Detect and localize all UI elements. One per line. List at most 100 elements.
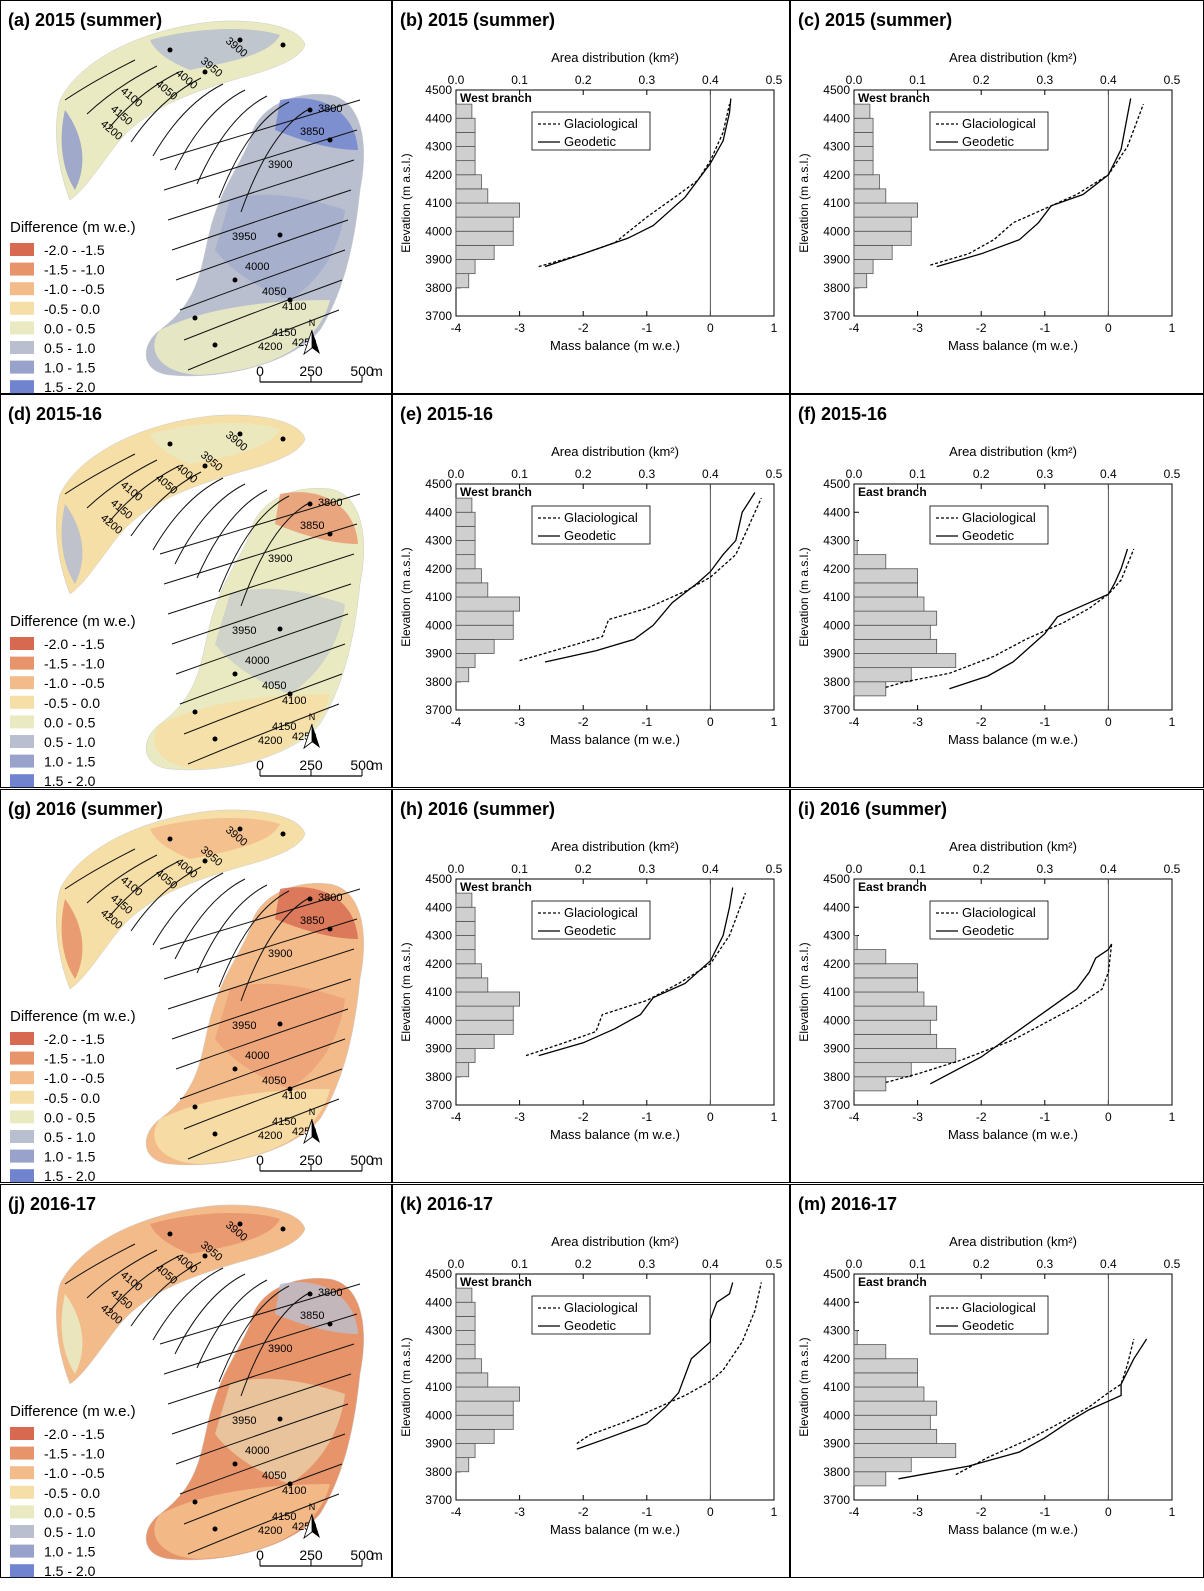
legend-label: -2.0 - -1.5 <box>44 636 105 652</box>
area-bar <box>853 638 938 654</box>
x-tick-label: -2 <box>976 1505 987 1519</box>
y-tick-label: 4200 <box>823 957 850 971</box>
west-glacier-zone <box>150 422 280 464</box>
contour-label-east: 3800 <box>318 892 342 904</box>
contour-line <box>130 77 202 143</box>
legend-swatch <box>10 656 34 670</box>
survey-point <box>202 463 208 469</box>
north-label: N <box>309 712 316 722</box>
contour-line <box>183 1463 343 1525</box>
y-tick-label: 4000 <box>425 618 452 632</box>
x-tick-label: -3 <box>912 1110 923 1124</box>
x2-tick-label: 0.4 <box>702 862 719 876</box>
series-line-geodetic <box>898 1338 1148 1480</box>
scalebar-label: 0 <box>256 1547 264 1563</box>
contour-label-east: 4150 <box>272 327 296 339</box>
legend-label: -2.0 - -1.5 <box>44 1426 105 1442</box>
y-tick-label: 4400 <box>823 505 850 519</box>
y-tick-label: 3900 <box>425 253 452 267</box>
east-glacier-zone <box>275 887 358 939</box>
north-arrow-icon <box>312 724 320 748</box>
contour-line <box>196 1279 268 1369</box>
y-tick-label: 4200 <box>425 168 452 182</box>
north-arrow-icon <box>303 1513 313 1540</box>
area-bar <box>455 1358 482 1374</box>
legend-label-geodetic: Geodetic <box>564 528 617 543</box>
panel-border <box>392 789 790 1183</box>
x2-tick-label: 0.1 <box>909 467 926 481</box>
y-tick-label: 3900 <box>425 647 452 661</box>
x-tick-label: 0 <box>1105 1505 1112 1519</box>
x-tick-label: -1 <box>641 321 652 335</box>
chart-title: (k) 2016-17 <box>400 1194 493 1214</box>
chart-title: (b) 2015 (summer) <box>400 10 555 30</box>
contour-label-east: 3800 <box>318 1287 342 1299</box>
area-bar <box>455 131 476 147</box>
legend-swatch <box>10 380 34 394</box>
top-axis-label: Area distribution (km²) <box>551 50 679 65</box>
area-bar <box>455 610 514 626</box>
area-bar <box>853 1457 912 1473</box>
area-bar <box>853 1358 918 1374</box>
survey-point <box>192 315 198 321</box>
area-bar <box>455 554 476 570</box>
contour-line <box>187 1098 340 1160</box>
y-tick-label: 4000 <box>425 1013 452 1027</box>
x-tick-label: 0 <box>1105 321 1112 335</box>
legend-box <box>929 1295 1049 1335</box>
survey-point <box>307 896 313 902</box>
panel-border <box>392 394 790 788</box>
area-bar <box>853 949 887 965</box>
x2-tick-label: 0.3 <box>638 1257 655 1271</box>
contour-label-east: 3900 <box>268 1343 292 1355</box>
x2-tick-label: 0.0 <box>448 467 465 481</box>
area-bar <box>455 497 473 513</box>
y-tick-label: 3800 <box>823 675 850 689</box>
legend-label: -0.5 - 0.0 <box>44 695 100 711</box>
legend-label-geodetic: Geodetic <box>564 923 617 938</box>
north-label: N <box>309 1502 316 1512</box>
survey-point <box>212 1131 218 1137</box>
east-glacier-zone <box>215 1378 345 1484</box>
area-bar <box>853 146 874 162</box>
legend-label: 0.5 - 1.0 <box>44 734 96 750</box>
x-tick-label: -4 <box>451 1505 462 1519</box>
legend-box <box>929 900 1049 940</box>
x-tick-label: -3 <box>912 715 923 729</box>
area-bar <box>853 1372 918 1388</box>
x2-tick-label: 0.1 <box>511 1257 528 1271</box>
x-axis-label: Mass balance (m w.e.) <box>948 338 1078 353</box>
branch-label: West branch <box>460 91 532 105</box>
legend-label: 0.5 - 1.0 <box>44 1524 96 1540</box>
x-tick-label: 1 <box>1169 321 1176 335</box>
y-tick-label: 4200 <box>425 1352 452 1366</box>
legend-label: -1.0 - -0.5 <box>44 1465 105 1481</box>
survey-point <box>232 277 238 283</box>
contour-line <box>218 101 290 199</box>
area-bar <box>455 117 476 133</box>
x-tick-label: 0 <box>1105 1110 1112 1124</box>
contour-line <box>159 1283 361 1345</box>
y-tick-label: 4400 <box>823 900 850 914</box>
survey-point <box>307 501 313 507</box>
x2-tick-label: 0.0 <box>448 1257 465 1271</box>
area-bar <box>853 653 957 669</box>
survey-point <box>202 1253 208 1259</box>
east-glacier-zone <box>215 983 345 1089</box>
contour-line <box>159 99 361 161</box>
area-bar <box>853 1400 938 1416</box>
contour-line <box>196 95 268 185</box>
survey-point <box>237 431 243 437</box>
top-axis-label: Area distribution (km²) <box>551 444 679 459</box>
x2-tick-label: 0.1 <box>511 467 528 481</box>
area-bar <box>455 1344 476 1360</box>
contour-line <box>152 872 224 946</box>
y-tick-label: 4500 <box>425 872 452 886</box>
x2-tick-label: 0.2 <box>575 73 592 87</box>
contour-line <box>171 978 352 1040</box>
scalebar-label: 0 <box>256 757 264 773</box>
survey-point <box>237 826 243 832</box>
area-bar <box>853 244 893 260</box>
area-bar <box>455 1301 476 1317</box>
